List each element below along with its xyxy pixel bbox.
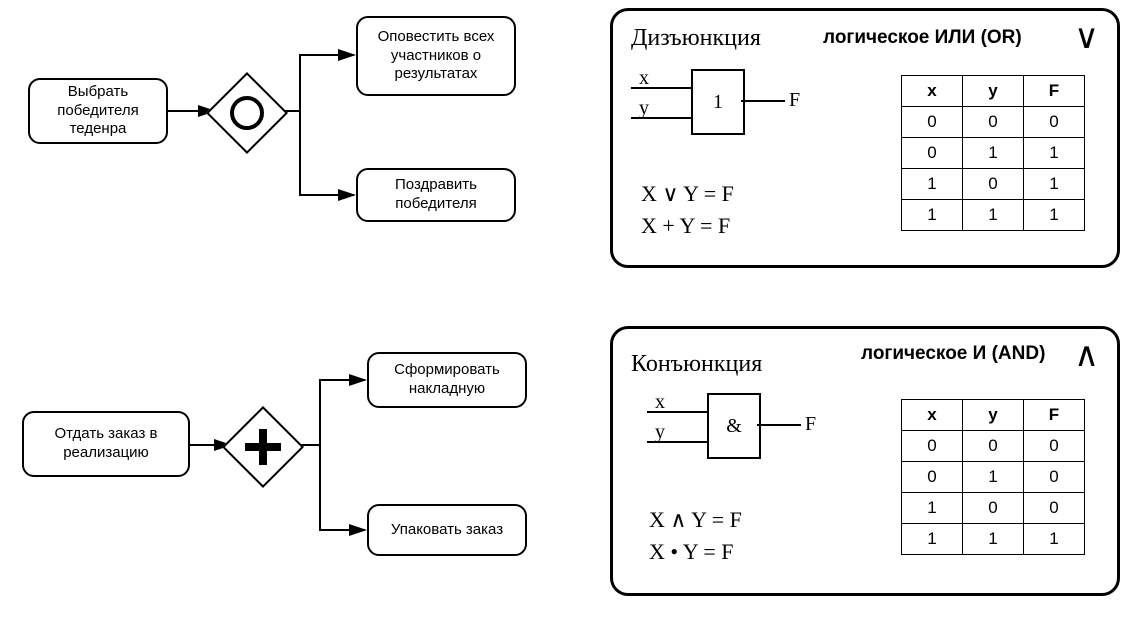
- and-truth-table: x y F 000 010 100 111: [901, 399, 1085, 555]
- and-gate-body: &: [707, 393, 761, 459]
- or-th-x: x: [902, 76, 963, 107]
- page-root: Выбрать победителя теденра Оповестить вс…: [0, 0, 1139, 618]
- or-formula-2: X + Y = F: [641, 213, 730, 239]
- task-create-invoice: Сформировать накладную: [367, 352, 527, 408]
- task-notify-all: Оповестить всех участников о результатах: [356, 16, 516, 96]
- task-select-winner: Выбрать победителя теденра: [28, 78, 168, 144]
- and-formula-1: X ∧ Y = F: [649, 507, 742, 533]
- inclusive-marker-icon: [230, 96, 264, 130]
- and-subtitle: логическое И (AND): [861, 343, 1045, 365]
- task-pack-order: Упаковать заказ: [367, 504, 527, 556]
- or-th-f: F: [1024, 76, 1085, 107]
- or-pin-f: F: [789, 89, 800, 112]
- card-and: Конъюнкция логическое И (AND) ∧ x y & F …: [610, 326, 1120, 596]
- and-title: Конъюнкция: [631, 351, 762, 378]
- or-th-y: y: [963, 76, 1024, 107]
- card-or: Дизъюнкция логическое ИЛИ (OR) ∨ x y 1 F…: [610, 8, 1120, 268]
- or-subtitle: логическое ИЛИ (OR): [823, 27, 1022, 49]
- task-submit-order: Отдать заказ в реализацию: [22, 411, 190, 477]
- and-th-x: x: [902, 400, 963, 431]
- and-symbol-icon: ∧: [1074, 335, 1099, 375]
- or-gate-body: 1: [691, 69, 745, 135]
- task-congrat-winner: Поздравить победителя: [356, 168, 516, 222]
- gateway-parallel: [222, 406, 304, 488]
- or-symbol-icon: ∨: [1074, 17, 1099, 57]
- or-title: Дизъюнкция: [631, 25, 761, 52]
- and-th-f: F: [1024, 400, 1085, 431]
- or-formula-1: X ∨ Y = F: [641, 181, 734, 207]
- and-formula-2: X • Y = F: [649, 539, 734, 565]
- or-truth-table: x y F 000 011 101 111: [901, 75, 1085, 231]
- and-pin-f: F: [805, 413, 816, 436]
- and-th-y: y: [963, 400, 1024, 431]
- parallel-marker-icon: [245, 429, 281, 465]
- and-gate-schematic: x y & F: [647, 393, 827, 473]
- or-gate-schematic: x y 1 F: [631, 69, 811, 149]
- gateway-inclusive: [206, 72, 288, 154]
